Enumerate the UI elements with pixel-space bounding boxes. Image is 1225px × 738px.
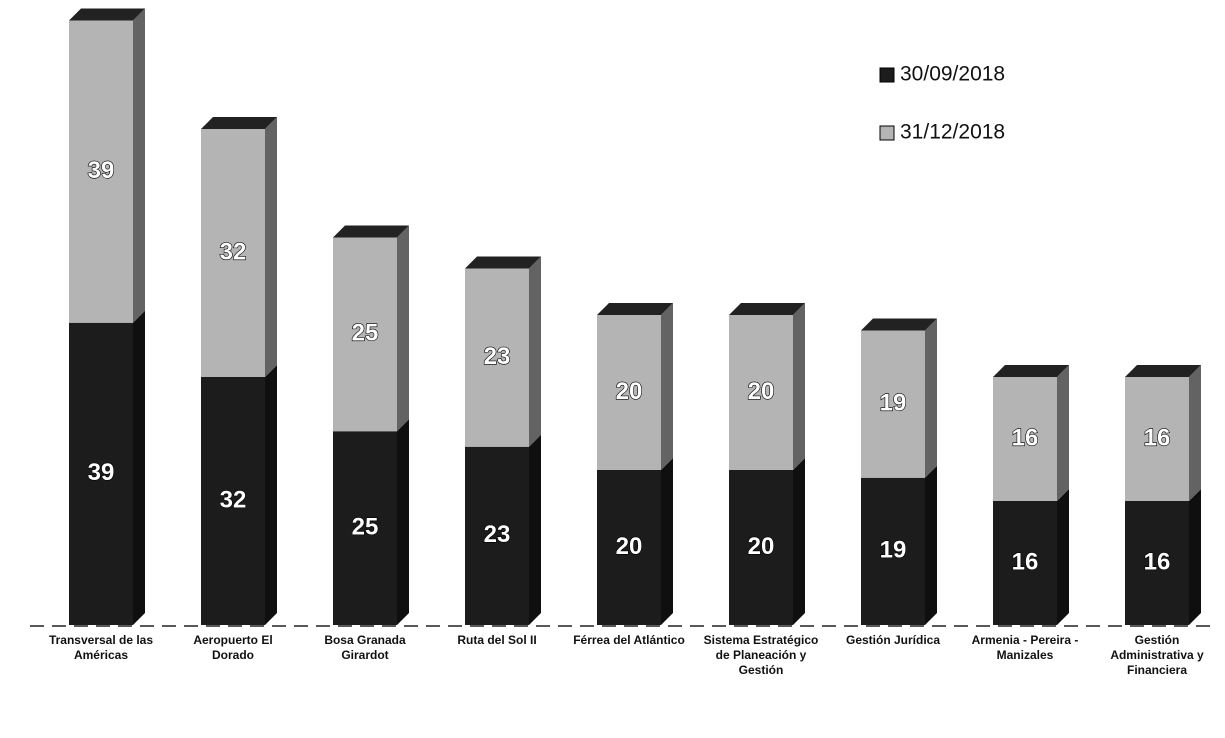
data-label: 16 <box>1012 424 1039 451</box>
legend-label: 30/09/2018 <box>900 63 1005 86</box>
x-tick-label: Ruta del Sol II <box>457 633 537 647</box>
data-label: 25 <box>352 513 379 540</box>
bar <box>201 377 265 625</box>
data-label: 16 <box>1012 548 1039 575</box>
bar <box>729 470 793 625</box>
data-label: 39 <box>88 459 115 486</box>
data-label: 23 <box>484 521 511 548</box>
bar-side <box>793 303 805 470</box>
bar-side <box>1057 365 1069 501</box>
bar-side <box>661 303 673 470</box>
data-label: 32 <box>220 486 247 513</box>
bar <box>465 268 529 447</box>
bar-side <box>529 256 541 447</box>
bar <box>993 377 1057 501</box>
x-tick-label: Armenia - Pereira - Manizales <box>971 633 1079 662</box>
data-label: 20 <box>616 378 643 405</box>
bar-top <box>201 117 277 129</box>
bar-side <box>265 365 277 625</box>
legend-label: 31/12/2018 <box>900 121 1005 144</box>
x-tick-label: Transversal de las Américas <box>48 633 154 662</box>
bar-side <box>133 8 145 323</box>
bar-side <box>1189 365 1201 501</box>
bar <box>69 322 133 625</box>
x-tick-label: Gestión Jurídica <box>845 633 941 647</box>
bar-top <box>465 256 541 269</box>
data-label: 20 <box>616 533 643 560</box>
data-label: 19 <box>880 537 907 564</box>
bar <box>201 129 265 377</box>
bar-side <box>925 318 937 478</box>
bar-top <box>1125 365 1201 377</box>
data-label: 20 <box>748 533 775 560</box>
bar <box>333 431 397 625</box>
x-tick-label: Bosa Granada Girardot <box>324 633 406 662</box>
x-tick-label: Aeropuerto El Dorado <box>193 633 273 662</box>
bar-side <box>529 434 541 625</box>
bar-top <box>729 303 805 315</box>
bar <box>69 20 133 323</box>
data-label: 16 <box>1144 424 1171 451</box>
bar <box>597 315 661 470</box>
bar <box>333 237 397 432</box>
bar <box>1125 377 1189 501</box>
bar-top <box>333 225 409 238</box>
x-tick-label: Férrea del Atlántico <box>573 633 685 647</box>
data-label: 39 <box>88 157 115 184</box>
bar-top <box>993 365 1069 377</box>
bar-side <box>133 310 145 625</box>
bar <box>861 330 925 478</box>
bar-top <box>597 303 673 315</box>
x-tick-label: Sistema Estratégico de Planeación y Gest… <box>703 633 819 677</box>
bar-side <box>397 419 409 625</box>
data-label: 19 <box>880 389 907 416</box>
legend-swatch <box>879 125 895 141</box>
bar-side <box>925 465 937 625</box>
data-label: 32 <box>220 238 247 265</box>
x-tick-label: Gestión Administrativa y Financiera <box>1110 633 1204 677</box>
bar <box>729 315 793 470</box>
bar <box>597 470 661 625</box>
bar-side <box>397 225 409 432</box>
bar-side <box>265 117 277 377</box>
data-label: 16 <box>1144 548 1171 575</box>
bar-top <box>861 318 937 331</box>
bar <box>465 446 529 625</box>
bar <box>993 501 1057 625</box>
bar-side <box>661 458 673 625</box>
data-label: 20 <box>748 378 775 405</box>
bar-side <box>1057 489 1069 625</box>
legend-swatch <box>879 67 895 83</box>
bar <box>1125 501 1189 625</box>
data-label: 25 <box>352 320 379 347</box>
data-label: 23 <box>484 343 511 370</box>
bar <box>861 477 925 625</box>
bar-top <box>69 8 145 21</box>
bar-side <box>793 458 805 625</box>
bar-side <box>1189 489 1201 625</box>
